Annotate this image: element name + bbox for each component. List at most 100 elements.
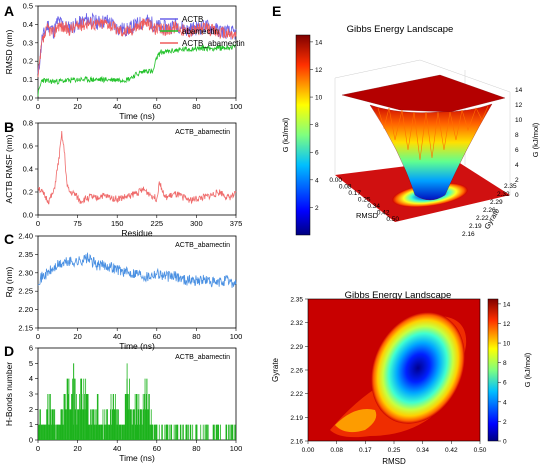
- z-tick: 0: [515, 192, 519, 199]
- colorbar-2d-tick: 14: [503, 301, 511, 308]
- gyrate-3d-ticks: 2.162.192.222.262.292.322.35: [462, 183, 517, 238]
- x-tick-label: 0: [36, 444, 40, 453]
- x-tick-label: 20: [73, 444, 81, 453]
- rmsd-3d-tick: 0.50: [386, 216, 399, 223]
- y-tick-label: 0: [29, 436, 33, 445]
- y-axis-label: ACTB RMSF (nm): [4, 134, 14, 203]
- colorbar-tick: 10: [315, 95, 323, 102]
- heatmap-x-tick: 0.25: [388, 447, 401, 454]
- z-tick: 10: [515, 117, 523, 124]
- colorbar-2d-tick: 12: [503, 321, 511, 328]
- y-axis-label: Rg (nm): [4, 266, 14, 297]
- z-tick: 14: [515, 87, 523, 94]
- x-tick-label: 60: [153, 332, 161, 341]
- rmsd-3d-tick: 0.25: [358, 197, 371, 204]
- colorbar-3d-label: G (kJ/mol): [281, 117, 290, 152]
- x-axis-label: Time (ns): [119, 453, 155, 463]
- y-tick-label: 6: [29, 344, 33, 353]
- y-tick-label: 0.0: [23, 211, 33, 220]
- colorbar-2d-tick: 10: [503, 341, 511, 348]
- y-tick-label: 0.1: [23, 75, 33, 84]
- z-tick: 6: [515, 147, 519, 154]
- gyrate-3d-tick: 2.16: [462, 231, 475, 238]
- x-tick-label: 40: [113, 102, 121, 111]
- heatmap-x-label: RMSD: [382, 457, 406, 466]
- z-tick: 12: [515, 102, 523, 109]
- heatmap-basin: [371, 312, 465, 424]
- x-axis-label: Residue: [121, 228, 152, 238]
- heatmap-x-tick: 0.08: [330, 447, 343, 454]
- title-2d: Gibbs Energy Landscape: [345, 290, 452, 301]
- x-tick-label: 100: [230, 102, 243, 111]
- x-axis-label: Time (ns): [119, 341, 155, 351]
- x-tick-label: 80: [192, 332, 200, 341]
- heatmap-y-tick: 2.32: [290, 320, 303, 327]
- heatmap-y-tick: 2.29: [290, 344, 303, 351]
- x-tick-label: 100: [230, 332, 243, 341]
- x-tick-label: 20: [73, 332, 81, 341]
- heatmap-x-tick: 0.34: [416, 447, 429, 454]
- heatmap-y-label: Gyrate: [271, 357, 280, 382]
- colorbar-3d: [295, 34, 311, 236]
- colorbar-2d-tick: 0: [503, 439, 507, 446]
- colorbar-tick: 2: [315, 205, 319, 212]
- panel-letter-d: D: [4, 343, 14, 359]
- heatmap-x-tick: 0.00: [302, 447, 315, 454]
- series-abamectin: [37, 42, 237, 97]
- panel-letter-a: A: [4, 3, 14, 19]
- heatmap-x-ticks: 0.00 0.08 0.17 0.25 0.34 0.42 0.50: [302, 441, 487, 454]
- x-tick-label: 40: [113, 444, 121, 453]
- y-axis-label: RMSD (nm): [4, 29, 14, 74]
- colorbar-2d-ticks: 0 2 4 6 8 10 12 14: [498, 301, 511, 446]
- rg-panel: 0 20 40 60 80 100 2.15 2.20 2.25 2.30 2.35 2.40 Time…: [4, 232, 242, 352]
- heatmap-x-tick: 0.50: [474, 447, 487, 454]
- x-tick-label: 150: [111, 219, 124, 228]
- legend-abamectin: abamectin: [182, 27, 219, 36]
- colorbar-tick: 6: [315, 150, 319, 157]
- energy-landscape-2d: Gibbs Energy Landscape 0.00 0.08 0.17 0.25 0…: [271, 290, 532, 466]
- colorbar-tick: 4: [315, 177, 319, 184]
- heatmap-y-tick: 2.26: [290, 368, 303, 375]
- y-tick-label: 0.4: [23, 165, 33, 174]
- panel-letter-c: C: [4, 231, 14, 247]
- rmsd-legend: ACTB abamectin ACTB_abamectin: [160, 15, 245, 48]
- legend-actb-abamectin: ACTB_abamectin: [182, 39, 245, 48]
- heatmap-y-tick: 2.16: [290, 439, 303, 446]
- x-tick-label: 60: [153, 444, 161, 453]
- z-tick: 4: [515, 162, 519, 169]
- heatmap-x-tick: 0.17: [359, 447, 372, 454]
- rmsd-3d-ticks: 0.000.080.170.250.340.420.50: [329, 177, 399, 223]
- x-tick-label: 0: [36, 332, 40, 341]
- y-tick-label: 2.15: [18, 324, 33, 333]
- heatmap-y-tick: 2.35: [290, 297, 303, 304]
- x-tick-label: 80: [192, 102, 200, 111]
- x-axis-label: Time (ns): [119, 111, 155, 121]
- colorbar-2d-tick: 8: [503, 360, 507, 367]
- x-tick-label: 375: [230, 219, 243, 228]
- series-actb-abamectin: [37, 17, 237, 78]
- gyrate-3d-tick: 2.35: [504, 183, 517, 190]
- energy-landscape-3d: Gibbs Energy Landscape 2 4 6 8 10 12 14 G (kJ/…: [281, 24, 540, 238]
- y-tick-label: 0.4: [23, 20, 33, 29]
- y-tick-label: 0.2: [23, 57, 33, 66]
- heatmap-y-tick: 2.22: [290, 391, 303, 398]
- y-tick-label: 2.30: [18, 268, 33, 277]
- rmsd-3d-label: RMSD: [356, 211, 379, 220]
- panel-tag: ACTB_abamectin: [175, 129, 230, 136]
- gyrate-3d-tick: 2.19: [469, 223, 482, 230]
- rmsd-3d-tick: 0.42: [377, 210, 390, 217]
- colorbar-tick: 14: [315, 39, 323, 46]
- x-tick-label: 75: [73, 219, 81, 228]
- y-tick-label: 2.40: [18, 232, 33, 241]
- colorbar-2d: [487, 298, 499, 442]
- y-tick-label: 0.3: [23, 38, 33, 47]
- x-tick-label: 225: [151, 219, 164, 228]
- y-tick-label: 0.2: [23, 188, 33, 197]
- colorbar-2d-tick: 4: [503, 399, 507, 406]
- panel-letter-e: E: [272, 3, 281, 19]
- series-rmsf: [37, 131, 237, 205]
- y-tick-label: 0.6: [23, 142, 33, 151]
- hbonds-panel: 0 20 40 60 80 100 0 1 2 3 4 5 6 Time (ns) H-Bonds numb…: [4, 344, 242, 464]
- colorbar-2d-tick: 2: [503, 419, 507, 426]
- y-tick-label: 1: [29, 420, 33, 429]
